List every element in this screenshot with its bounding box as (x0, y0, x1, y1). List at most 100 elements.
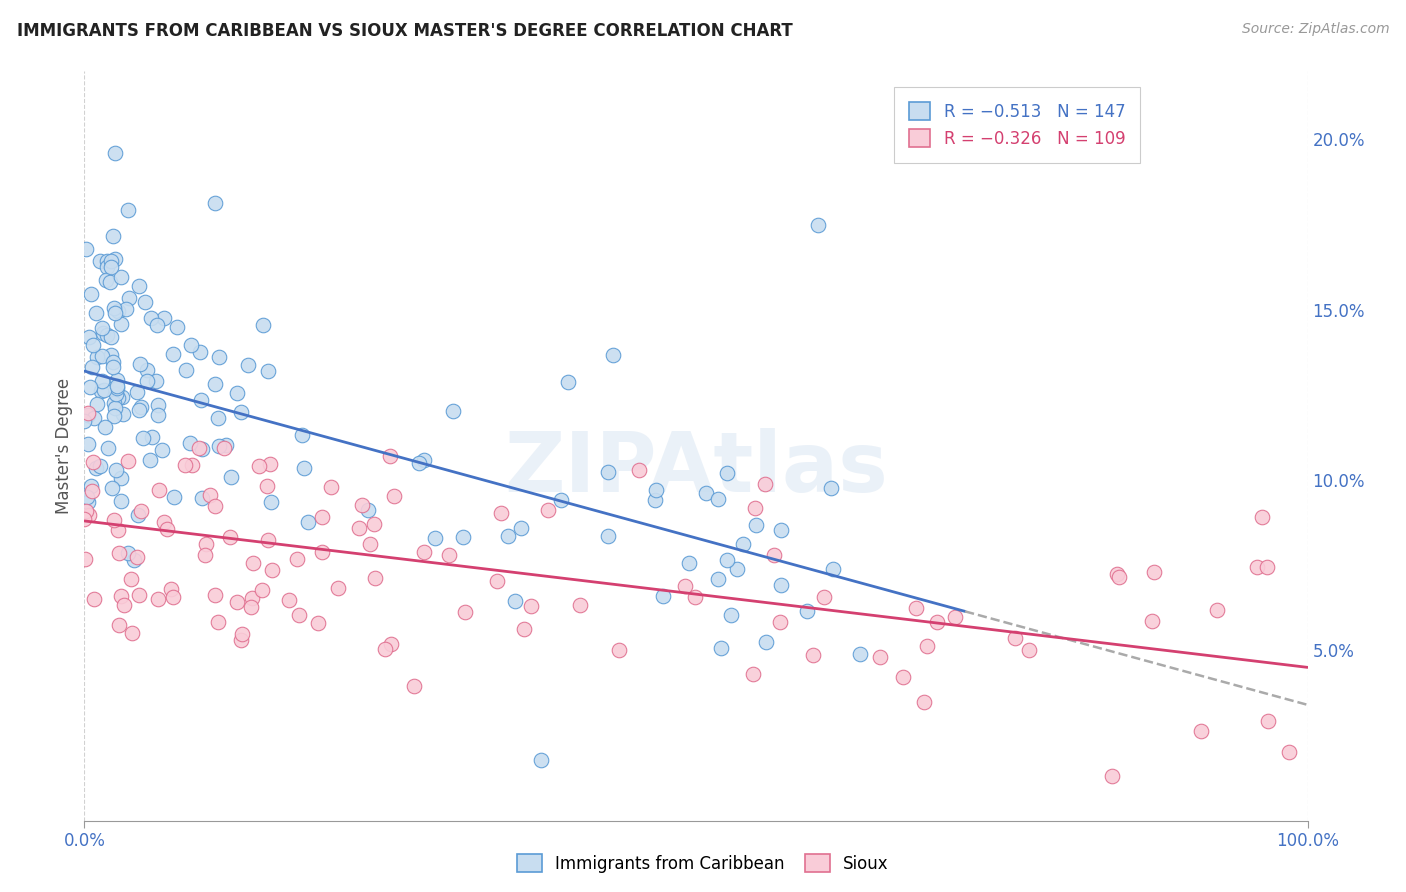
Point (104, 146, 127, 161)
Point (1206, 602, 1229, 616)
Point (644, 493, 666, 508)
Point (212, 441, 235, 455)
Point (80, 359, 103, 374)
Point (807, 218, 830, 232)
Point (311, 510, 333, 524)
Point (707, 492, 730, 507)
Point (207, 615, 229, 629)
Point (121, 625, 143, 640)
Point (163, 491, 186, 505)
Point (118, 292, 141, 306)
Point (131, 504, 153, 518)
Point (912, 695, 935, 709)
Point (107, 304, 129, 318)
Point (190, 491, 212, 505)
Point (190, 393, 212, 408)
Point (160, 582, 183, 597)
Point (1278, 745, 1301, 759)
Point (107, 523, 129, 537)
Point (194, 537, 217, 551)
Point (105, 379, 128, 393)
Point (117, 546, 139, 560)
Point (716, 553, 738, 567)
Point (139, 310, 162, 325)
Point (136, 363, 159, 377)
Point (148, 398, 170, 412)
Point (103, 355, 125, 369)
Point (869, 650, 891, 665)
Point (86, 350, 108, 364)
Point (413, 453, 436, 467)
Point (257, 533, 280, 547)
Point (128, 588, 150, 602)
Point (250, 583, 273, 598)
Point (905, 601, 928, 615)
Point (742, 667, 765, 681)
Point (135, 374, 157, 388)
Point (105, 373, 128, 387)
Point (89, 253, 111, 268)
Point (141, 430, 163, 444)
Point (607, 643, 630, 657)
Point (754, 477, 776, 491)
Point (100, 275, 122, 289)
Point (208, 439, 231, 453)
Point (146, 409, 169, 423)
Point (278, 593, 301, 607)
Point (103, 306, 125, 320)
Point (943, 610, 966, 624)
Point (425, 531, 447, 545)
Point (292, 461, 315, 475)
Point (77, 330, 100, 344)
Point (128, 279, 150, 293)
Point (103, 396, 125, 410)
Point (451, 530, 474, 544)
Point (101, 359, 124, 374)
Point (256, 479, 278, 493)
Point (225, 386, 247, 401)
Point (146, 318, 169, 332)
Point (260, 494, 283, 508)
Point (153, 515, 176, 529)
Point (127, 508, 149, 523)
Point (82, 455, 104, 469)
Point (105, 381, 128, 395)
Point (148, 483, 170, 497)
Point (402, 679, 425, 693)
Point (813, 590, 835, 604)
Point (103, 513, 125, 527)
Point (207, 410, 229, 425)
Point (437, 548, 460, 562)
Point (105, 463, 128, 477)
Point (350, 498, 373, 512)
Point (173, 458, 195, 472)
Point (194, 548, 217, 562)
Point (1256, 560, 1278, 574)
Point (110, 589, 132, 603)
Point (101, 228, 124, 243)
Point (86, 397, 108, 411)
Point (96, 328, 118, 343)
Point (319, 480, 342, 494)
Point (755, 635, 778, 649)
Point (128, 403, 150, 417)
Point (441, 404, 464, 418)
Point (285, 552, 308, 566)
Point (513, 622, 536, 636)
Point (796, 604, 818, 618)
Point (111, 390, 134, 404)
Point (288, 608, 311, 623)
Point (84, 461, 107, 475)
Point (100, 481, 122, 495)
Point (179, 436, 201, 450)
Point (180, 338, 202, 352)
Point (208, 350, 231, 364)
Point (188, 441, 211, 455)
Point (89, 458, 111, 473)
Point (363, 517, 385, 532)
Point (73, 414, 96, 428)
Point (598, 529, 620, 543)
Point (76, 490, 98, 504)
Point (627, 462, 650, 476)
Point (77, 494, 100, 508)
